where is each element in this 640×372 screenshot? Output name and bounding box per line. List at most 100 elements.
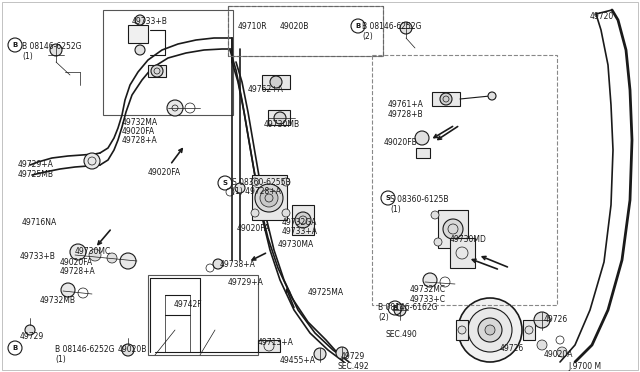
Circle shape <box>235 183 245 193</box>
Bar <box>456 320 468 340</box>
Bar <box>523 320 535 340</box>
Circle shape <box>89 249 101 261</box>
Circle shape <box>122 344 134 356</box>
Circle shape <box>61 283 75 297</box>
Circle shape <box>434 238 442 246</box>
Circle shape <box>443 219 463 239</box>
Circle shape <box>251 178 259 186</box>
Text: 49729+A: 49729+A <box>18 160 54 169</box>
Bar <box>268 110 290 125</box>
Circle shape <box>468 308 512 352</box>
Text: SEC.492: SEC.492 <box>338 362 370 371</box>
Circle shape <box>423 273 437 287</box>
Circle shape <box>25 325 35 335</box>
Text: 49762+A: 49762+A <box>248 85 284 94</box>
Text: 49710R: 49710R <box>238 22 268 31</box>
Text: 49729: 49729 <box>341 352 365 361</box>
Bar <box>103 10 233 115</box>
Bar <box>438 210 468 248</box>
Text: 49733+B: 49733+B <box>132 17 168 26</box>
Circle shape <box>485 325 495 335</box>
Bar <box>372 55 557 305</box>
Text: 49761+A: 49761+A <box>388 100 424 109</box>
Bar <box>228 6 383 56</box>
Circle shape <box>534 312 550 328</box>
Circle shape <box>70 244 86 260</box>
Text: B 08146-6252G: B 08146-6252G <box>55 345 115 354</box>
Circle shape <box>440 93 452 105</box>
Text: S: S <box>223 180 227 186</box>
Circle shape <box>50 44 62 56</box>
Text: 49730MD: 49730MD <box>450 235 487 244</box>
Text: 49726: 49726 <box>544 315 568 324</box>
Circle shape <box>400 22 412 34</box>
Text: 49725MA: 49725MA <box>308 288 344 297</box>
Text: 49738+A: 49738+A <box>220 260 256 269</box>
Text: 49732MB: 49732MB <box>40 296 76 305</box>
Circle shape <box>557 347 567 357</box>
Text: B: B <box>12 42 18 48</box>
Text: 49742F: 49742F <box>174 300 203 309</box>
Text: 49729+A: 49729+A <box>228 278 264 287</box>
Text: 49733+A: 49733+A <box>282 227 318 236</box>
Text: 49020FA: 49020FA <box>237 224 270 233</box>
Text: 49730MB: 49730MB <box>264 120 300 129</box>
Text: 49733+B: 49733+B <box>20 252 56 261</box>
Bar <box>416 148 430 158</box>
Bar <box>432 92 460 106</box>
Bar <box>228 6 383 56</box>
Text: (1): (1) <box>55 355 66 364</box>
Text: 49020FB: 49020FB <box>384 138 418 147</box>
Text: B: B <box>392 305 397 311</box>
Text: S 08360-6125B: S 08360-6125B <box>390 195 449 204</box>
Bar <box>450 238 475 268</box>
Bar <box>128 25 148 43</box>
Text: B 08146-6252G: B 08146-6252G <box>362 22 422 31</box>
Text: 49732MA: 49732MA <box>122 118 158 127</box>
Circle shape <box>282 178 290 186</box>
Text: 49730MC: 49730MC <box>75 247 111 256</box>
Text: 49730MA: 49730MA <box>278 240 314 249</box>
Circle shape <box>282 209 290 217</box>
Text: J.9700 M: J.9700 M <box>568 362 601 371</box>
Circle shape <box>431 211 439 219</box>
Text: 49728+A: 49728+A <box>60 267 96 276</box>
Text: 49725MB: 49725MB <box>18 170 54 179</box>
Circle shape <box>151 65 163 77</box>
Bar <box>148 275 258 355</box>
Circle shape <box>251 209 259 217</box>
Circle shape <box>255 184 283 212</box>
Text: 49020B: 49020B <box>280 22 309 31</box>
Circle shape <box>488 92 496 100</box>
Text: 49020FA: 49020FA <box>148 168 181 177</box>
Text: B: B <box>12 345 18 351</box>
Text: 49455+A: 49455+A <box>280 356 316 365</box>
Circle shape <box>270 76 282 88</box>
Text: 49720: 49720 <box>590 12 614 21</box>
Text: 49728+A: 49728+A <box>122 136 157 145</box>
Circle shape <box>336 347 348 359</box>
Circle shape <box>84 153 100 169</box>
Text: B: B <box>355 23 360 29</box>
Text: B 08146-6252G: B 08146-6252G <box>22 42 81 51</box>
Text: 49733+C: 49733+C <box>410 295 446 304</box>
Bar <box>258 340 280 352</box>
Text: (2): (2) <box>362 32 372 41</box>
Text: 49728+B: 49728+B <box>388 110 424 119</box>
Circle shape <box>135 15 145 25</box>
Text: S: S <box>385 195 390 201</box>
Circle shape <box>213 259 223 269</box>
Bar <box>262 75 290 89</box>
Text: SEC.490: SEC.490 <box>385 330 417 339</box>
Text: 49716NA: 49716NA <box>22 218 57 227</box>
Text: 49020B: 49020B <box>118 345 147 354</box>
Circle shape <box>458 298 522 362</box>
Bar <box>252 175 287 220</box>
Circle shape <box>167 100 183 116</box>
Text: (1): (1) <box>22 52 33 61</box>
Text: 49020FA: 49020FA <box>60 258 93 267</box>
Bar <box>148 65 166 77</box>
Text: (1) 49728+A: (1) 49728+A <box>232 187 281 196</box>
Circle shape <box>525 326 533 334</box>
Circle shape <box>478 318 502 342</box>
